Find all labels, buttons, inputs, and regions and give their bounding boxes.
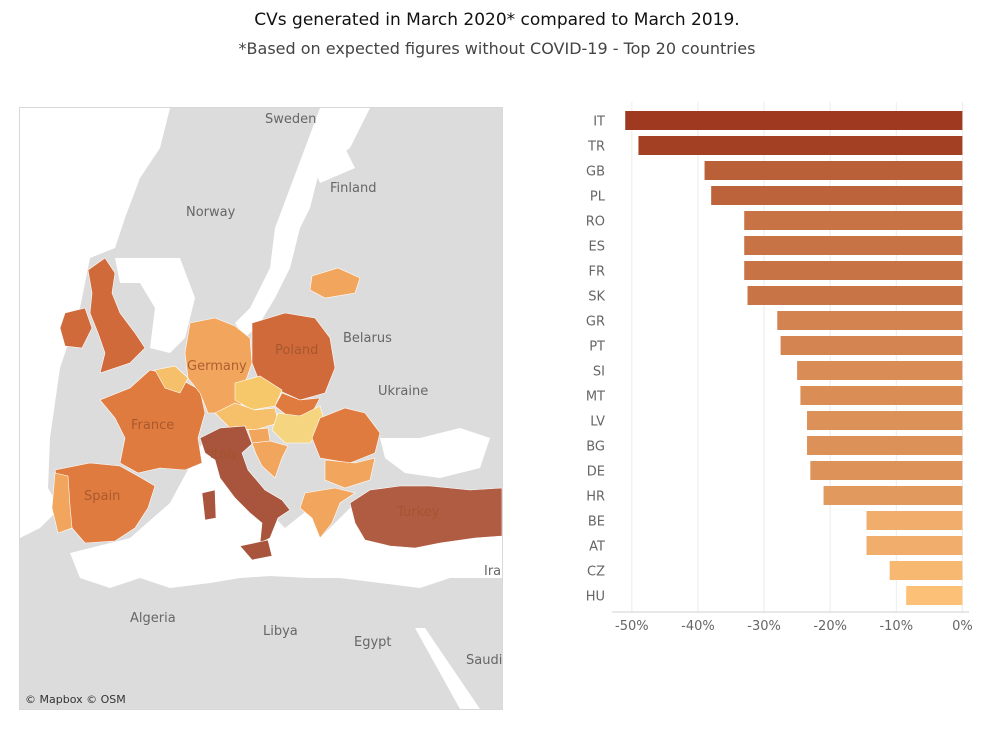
bar-be[interactable] (866, 511, 963, 530)
label-italy: Italy (210, 447, 239, 462)
bar-tr[interactable] (638, 136, 963, 155)
country-uk[interactable] (87, 257, 146, 374)
country-italy[interactable] (199, 425, 291, 544)
category-label-es: ES (589, 240, 605, 255)
label-norway: Norway (186, 205, 236, 220)
label-germany: Germany (187, 359, 247, 374)
north-sea (115, 258, 195, 353)
bar-hu[interactable] (906, 586, 963, 605)
label-libya: Libya (263, 624, 298, 639)
category-label-tr: TR (587, 140, 605, 155)
category-label-sk: SK (588, 290, 605, 305)
mediterranean-sea (70, 433, 502, 588)
x-tick-label: -20% (813, 619, 847, 634)
category-label-si: SI (593, 365, 605, 380)
bar-gr[interactable] (777, 311, 963, 330)
category-label-at: AT (589, 540, 605, 555)
country-portugal[interactable] (51, 472, 73, 534)
x-tick-label: -40% (681, 619, 715, 634)
category-label-bg: BG (586, 440, 605, 455)
x-axis-ticks: -50% -40% -30% -20% -10% 0% (615, 619, 973, 634)
category-label-mt: MT (586, 390, 605, 405)
category-label-cz: CZ (587, 565, 605, 580)
bar-sk[interactable] (747, 286, 963, 305)
country-belgium[interactable] (154, 365, 189, 394)
x-tick-label: -50% (615, 619, 649, 634)
bar-pt[interactable] (780, 336, 963, 355)
bar-cz[interactable] (889, 561, 963, 580)
label-finland: Finland (330, 181, 376, 196)
bar-de[interactable] (810, 461, 963, 480)
country-poland[interactable] (251, 312, 336, 401)
category-labels: IT TR GB PL RO ES FR SK GR PT SI MT LV BG DE HR BE AT CZ HU (586, 115, 606, 605)
baltic-sea (235, 108, 370, 338)
label-iraq: Ira (484, 564, 501, 579)
bar-it[interactable] (625, 111, 963, 130)
category-label-pt: PT (589, 340, 605, 355)
label-egypt: Egypt (354, 635, 392, 650)
bar-es[interactable] (744, 236, 963, 255)
country-croatia[interactable] (251, 440, 289, 479)
country-latvia[interactable] (309, 267, 361, 299)
country-italy-sicily[interactable] (239, 539, 273, 561)
red-sea (415, 628, 480, 709)
bar-fr[interactable] (744, 261, 963, 280)
x-tick-label: 0% (952, 619, 973, 634)
label-france: France (131, 418, 174, 433)
category-label-de: DE (587, 465, 605, 480)
category-label-it: IT (593, 115, 605, 130)
bar-chart: IT TR GB PL RO ES FR SK GR PT SI MT LV BG DE HR BE AT CZ HU… (586, 102, 973, 634)
label-spain: Spain (84, 489, 120, 504)
country-romania[interactable] (311, 407, 381, 464)
bar-si[interactable] (797, 361, 963, 380)
label-poland: Poland (275, 343, 318, 358)
category-label-pl: PL (590, 190, 606, 205)
label-ukraine: Ukraine (378, 384, 428, 399)
bar-at[interactable] (866, 536, 963, 555)
chart-title: CVs generated in March 2020* compared to… (254, 10, 740, 30)
bar-gb[interactable] (704, 161, 963, 180)
country-slovenia[interactable] (247, 427, 271, 444)
atlantic-sea (20, 108, 170, 538)
category-label-hu: HU (586, 590, 605, 605)
category-label-lv: LV (590, 415, 605, 430)
bar-mt[interactable] (800, 386, 963, 405)
x-tick-label: -30% (747, 619, 781, 634)
country-greece[interactable] (299, 487, 356, 539)
label-saudi: Saudi (466, 653, 502, 668)
chart-subtitle: *Based on expected figures without COVID… (238, 39, 756, 58)
category-label-hr: HR (586, 490, 605, 505)
bar-pl[interactable] (711, 186, 963, 205)
category-label-fr: FR (588, 265, 605, 280)
bar-ro[interactable] (744, 211, 963, 230)
category-label-be: BE (588, 515, 605, 530)
bar-bg[interactable] (807, 436, 963, 455)
country-ireland[interactable] (59, 307, 93, 349)
bar-hr[interactable] (823, 486, 963, 505)
category-label-gb: GB (586, 165, 605, 180)
country-turkey[interactable] (349, 485, 502, 549)
black-sea (380, 428, 490, 478)
category-label-gr: GR (586, 315, 605, 330)
bar-lv[interactable] (807, 411, 963, 430)
country-italy-sardinia[interactable] (201, 489, 217, 521)
map-attribution[interactable]: © Mapbox © OSM (25, 693, 126, 706)
europe-map[interactable]: Sweden Finland Norway Belarus Ukraine Ge… (19, 107, 503, 710)
gulf-of-finland (305, 138, 355, 183)
category-label-ro: RO (586, 215, 605, 230)
x-tick-label: -10% (879, 619, 913, 634)
label-sweden: Sweden (265, 112, 316, 127)
label-algeria: Algeria (130, 611, 176, 626)
bars (625, 111, 963, 605)
country-bulgaria[interactable] (324, 457, 376, 489)
label-belarus: Belarus (343, 331, 392, 346)
label-turkey: Turkey (396, 505, 440, 520)
